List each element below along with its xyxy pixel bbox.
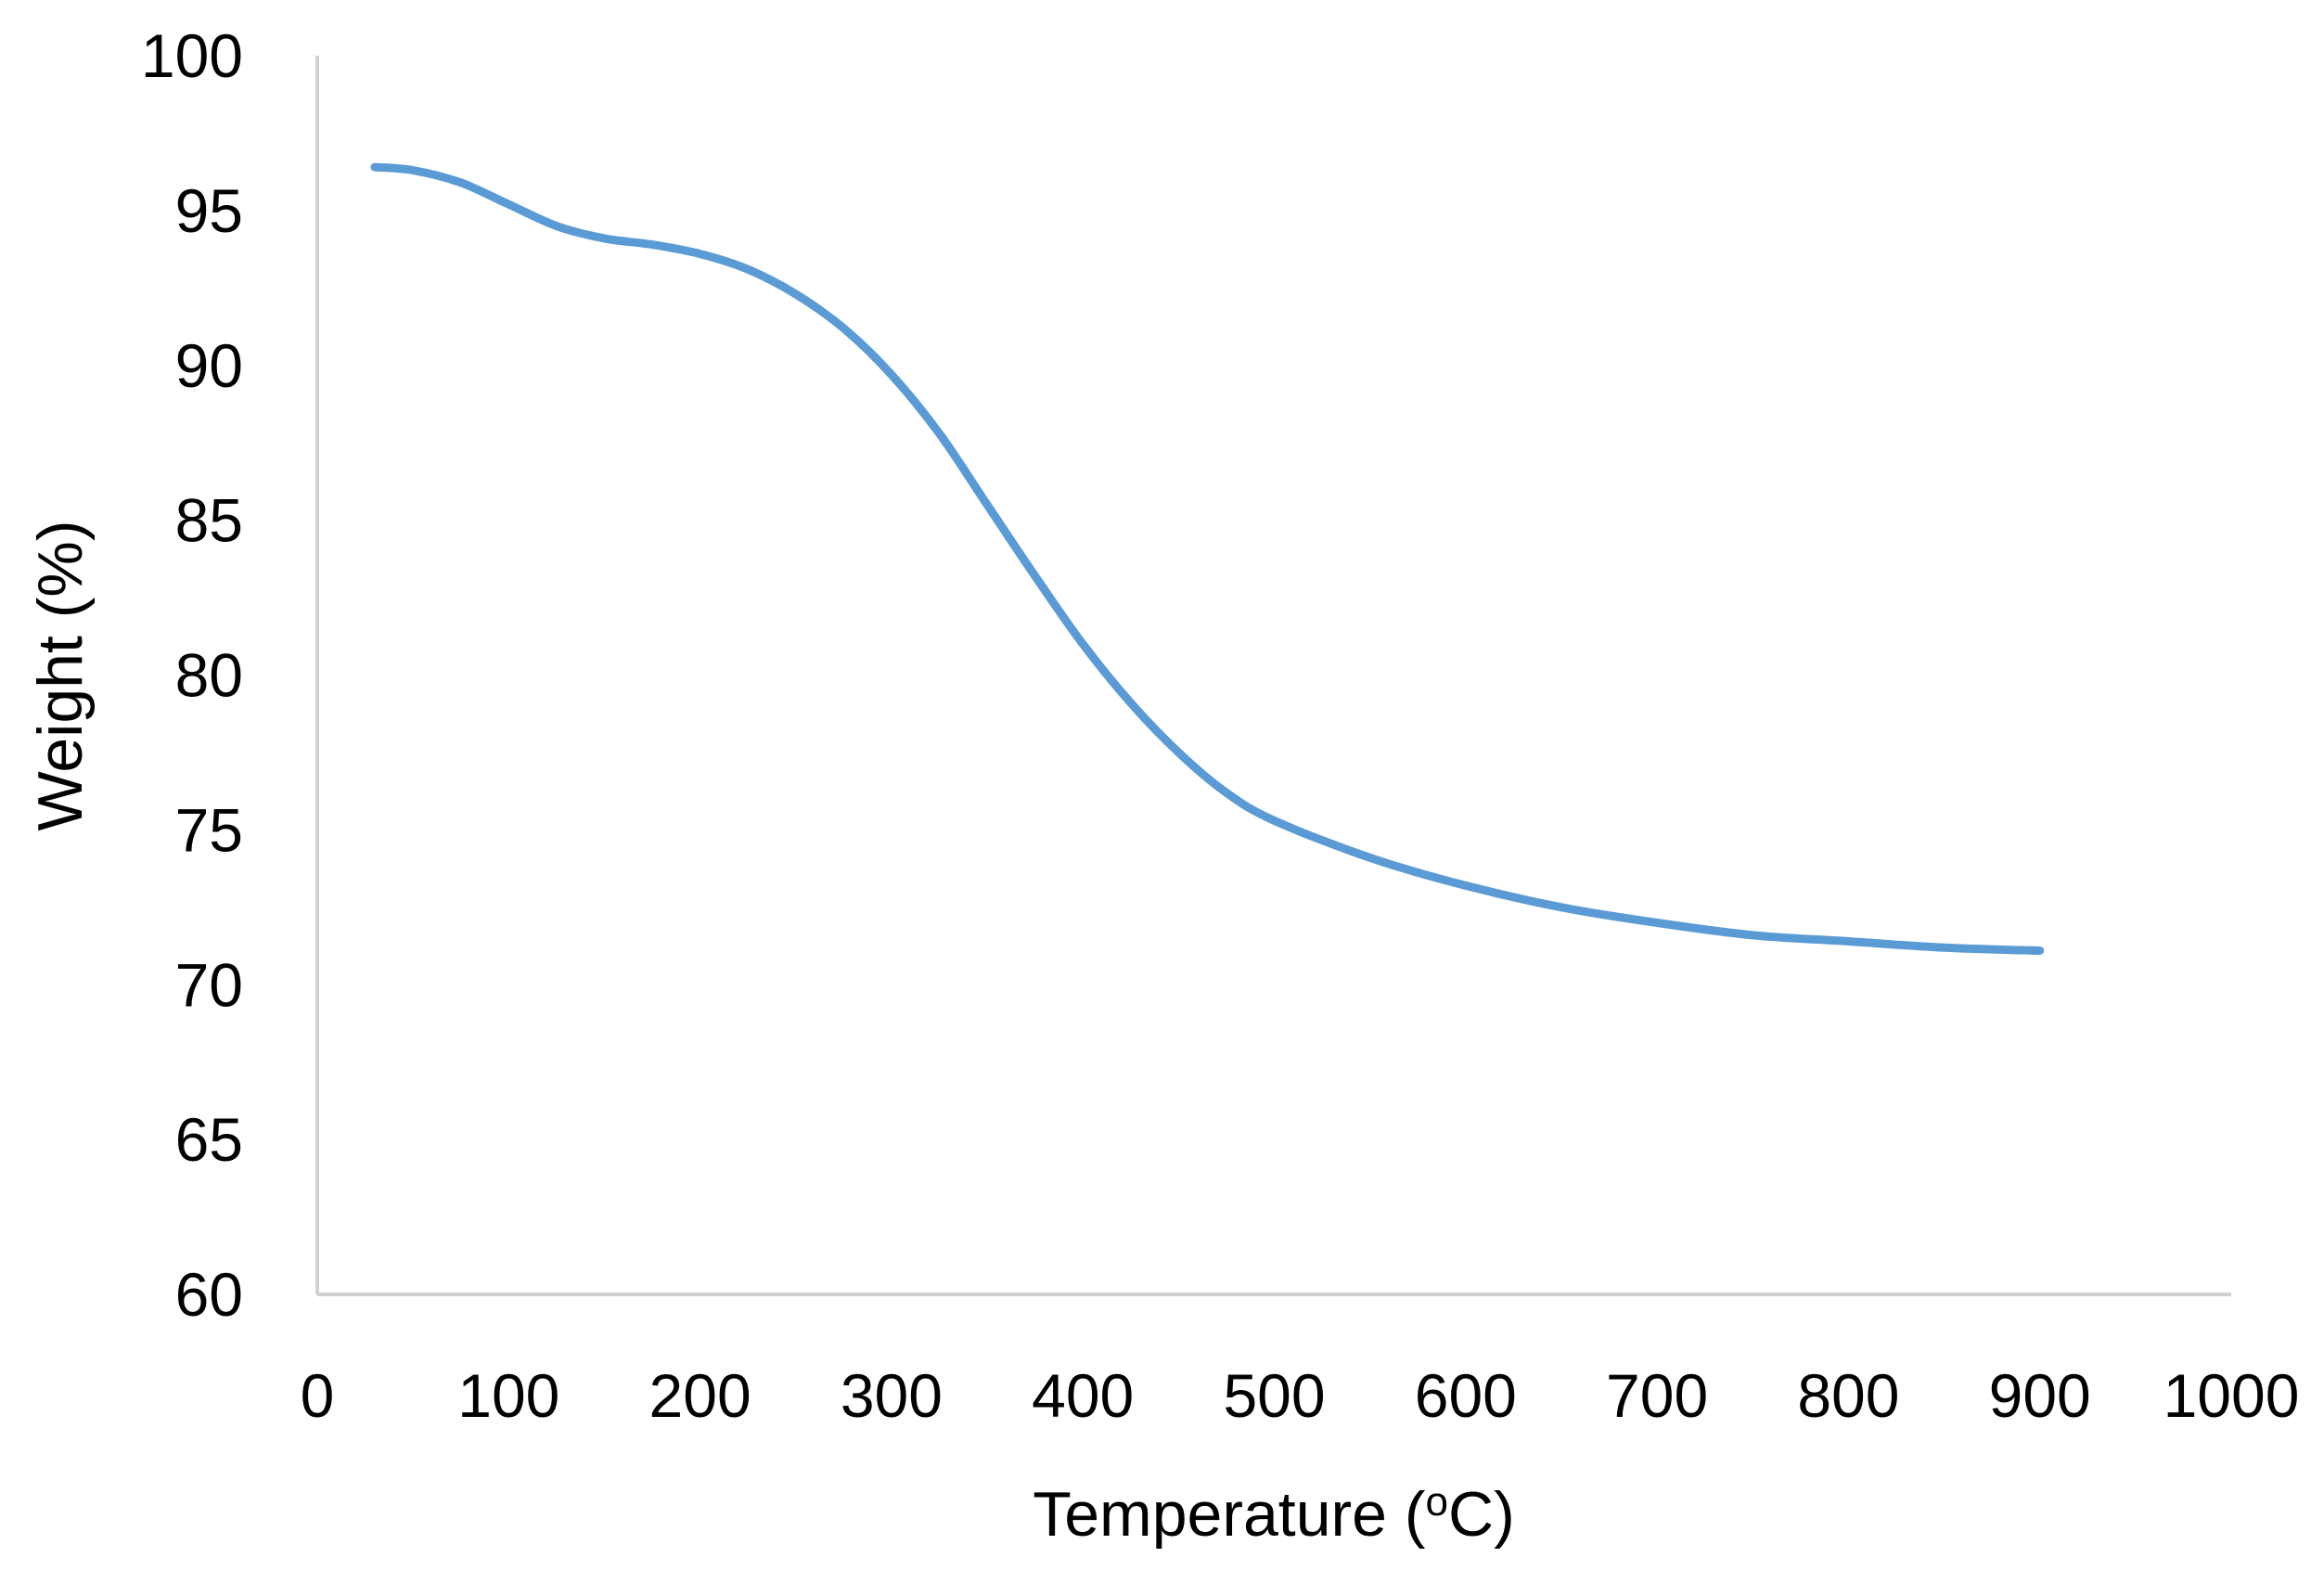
x-tick-label: 900 <box>1989 1361 2091 1430</box>
x-tick-label: 200 <box>649 1361 751 1430</box>
x-tick-label: 0 <box>301 1361 335 1430</box>
x-tick-labels: 0 100 200 300 400 500 600 700 800 900 1000 <box>301 1361 2300 1430</box>
x-tick-label: 300 <box>841 1361 943 1430</box>
y-tick-label: 80 <box>175 641 243 710</box>
x-tick-label: 400 <box>1032 1361 1134 1430</box>
x-tick-label: 500 <box>1223 1361 1325 1430</box>
y-axis-title: Weight (%) <box>25 520 96 830</box>
x-tick-label: 600 <box>1415 1361 1517 1430</box>
y-tick-label: 70 <box>175 950 243 1019</box>
x-tick-label: 700 <box>1606 1361 1708 1430</box>
plot-area: 0 100 200 300 400 500 600 700 800 900 1000 60 65 70 7… <box>141 21 2300 1430</box>
y-tick-label: 60 <box>175 1260 243 1329</box>
y-tick-label: 85 <box>175 486 243 555</box>
x-tick-label: 800 <box>1797 1361 1899 1430</box>
y-tick-label: 90 <box>175 331 243 400</box>
weight-series-line <box>370 162 2045 955</box>
y-tick-labels: 60 65 70 75 80 85 90 95 100 <box>141 21 243 1329</box>
y-tick-label: 75 <box>175 795 243 864</box>
x-tick-label: 1000 <box>2164 1361 2300 1430</box>
x-axis-title: Temperature (oC) <box>1033 1479 1515 1550</box>
y-tick-label: 100 <box>141 21 243 90</box>
y-tick-label: 95 <box>175 176 243 245</box>
x-tick-label: 100 <box>457 1361 559 1430</box>
y-tick-label: 65 <box>175 1105 243 1174</box>
